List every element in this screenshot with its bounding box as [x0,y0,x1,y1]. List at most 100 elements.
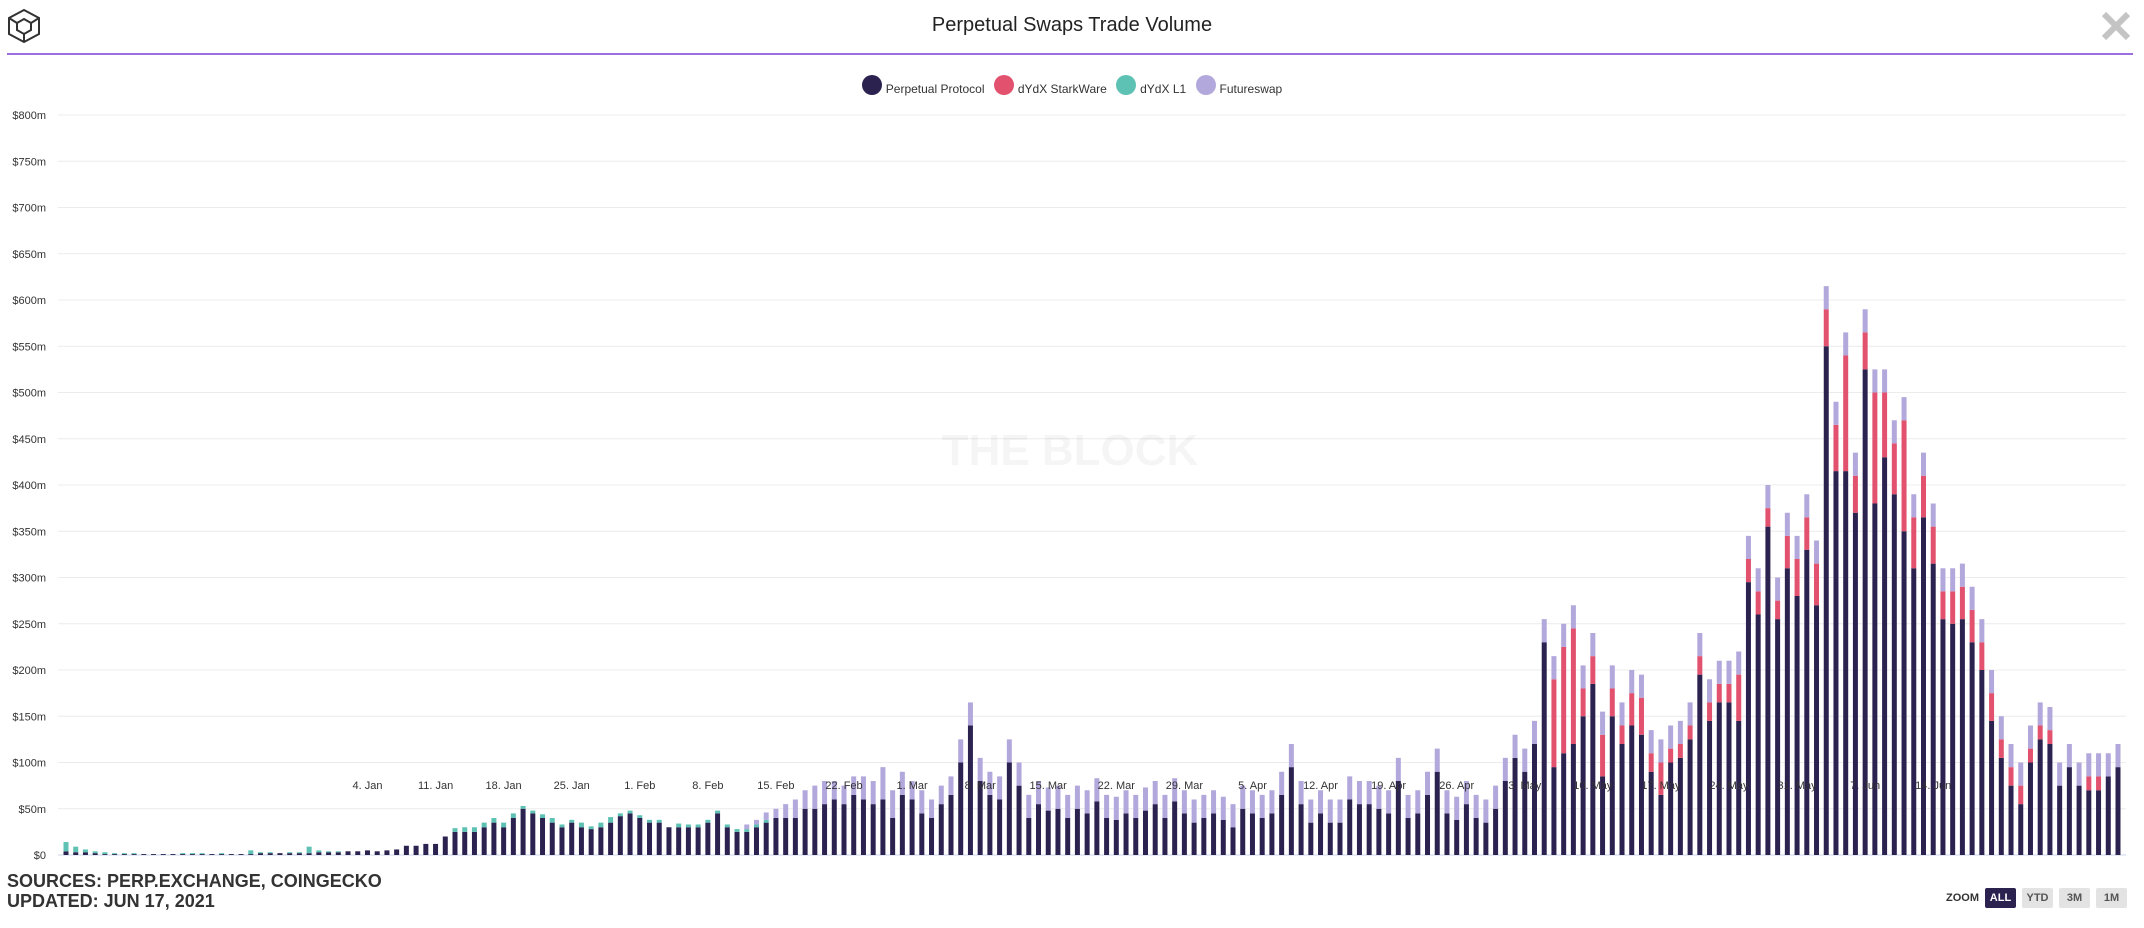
bar-segment [1998,739,2004,758]
bar-segment [1979,642,1985,670]
bar-segment [1911,568,1917,855]
bar-segment [773,818,779,855]
bar-segment [1249,813,1255,856]
chart-title: Perpetual Swaps Trade Volume [931,14,1213,36]
bar-segment [102,854,108,855]
bar-segment [491,818,497,823]
bar-segment [1113,796,1119,820]
bar-segment [1454,819,1460,855]
zoom-3m-button[interactable]: 3M [2059,888,2090,908]
bar-segment [1580,716,1586,855]
bar-segment [1425,794,1431,856]
the-block-logo-icon[interactable] [7,8,41,44]
chart-legend: Perpetual Protocol dYdX StarkWare dYdX L… [0,75,2144,98]
bar-segment [919,790,925,814]
bar-segment [442,836,448,855]
bar-segment [141,854,147,855]
bar-segment [335,852,341,855]
bar-segment [1668,748,1674,763]
bar-segment [1784,512,1790,536]
bar-segment [715,810,721,814]
bar-segment [1629,725,1635,855]
bar-segment [1259,818,1265,855]
bar-segment [1804,549,1810,855]
bar-segment [1347,776,1353,800]
bar-segment [1084,790,1090,814]
bar-segment [1026,794,1032,819]
bar-segment [1736,674,1742,721]
legend-item-perpetual-protocol[interactable]: Perpetual Protocol [861,75,985,96]
bar-segment [1454,796,1460,820]
bar-segment [1755,591,1761,615]
bar-segment [82,852,88,855]
bar-segment [831,781,837,800]
bar-segment [2027,725,2033,749]
zoom-ytd-button[interactable]: YTD [2022,888,2053,908]
x-tick-label: 5. Apr [1238,780,1267,792]
bar-segment [1989,720,1995,856]
bar-segment [822,781,828,805]
bar-segment [1969,642,1975,855]
bar-segment [1590,683,1596,856]
bar-segment [2066,767,2072,856]
bar-segment [1483,799,1489,823]
bar-segment [1600,734,1606,777]
bar-segment [656,819,662,823]
bar-segment [2057,785,2063,856]
bar-segment [131,854,137,855]
bar-segment [890,790,896,818]
bar-segment [578,822,584,828]
bar-segment [1016,785,1022,856]
bar-segment [530,813,536,856]
bar-segment [403,845,409,855]
bar-segment [695,827,701,855]
chart-header: Perpetual Swaps Trade Volume [0,0,2144,56]
bar-segment [938,785,944,805]
bar-segment [1074,785,1080,809]
bar-segment [1512,757,1518,856]
bar-segment [462,831,468,856]
bar-segment [1677,720,1683,745]
bar-segment [870,781,876,805]
bar-segment [1775,600,1781,620]
bar-segment [1940,591,1946,620]
close-icon[interactable] [2098,8,2134,44]
zoom-all-button[interactable]: ALL [1985,888,2016,908]
bar-segment [160,854,166,855]
bar-segment [1580,665,1586,689]
bar-segment [423,843,429,855]
bar-segment [1142,810,1148,855]
legend-item-dydx-starkware[interactable]: dYdX StarkWare [993,75,1107,96]
bar-segment [1434,771,1440,855]
bar-segment [1814,605,1820,855]
bar-segment [1405,818,1411,855]
bar-segment [131,853,137,855]
zoom-1m-button[interactable]: 1M [2096,888,2127,908]
bar-segment [82,849,88,853]
bar-segment [588,826,594,830]
bar-segment [1959,563,1965,587]
bar-segment [802,808,808,855]
bar-segment [1794,596,1800,855]
bar-segment [1006,762,1012,855]
bar-segment [744,829,750,832]
x-tick-label: 15. Feb [757,780,794,792]
bar-segment [724,824,730,828]
bar-segment [1376,785,1382,809]
bar-segment [1707,702,1713,721]
bar-segment [860,799,866,855]
bar-segment [1950,568,1956,592]
bar-segment [753,827,759,855]
bar-segment [1308,799,1314,823]
bar-segment [1104,818,1110,855]
bar-segment [1609,716,1615,855]
bar-segment [948,794,954,856]
bar-segment [1862,332,1868,370]
bar-segment [851,794,857,856]
legend-item-dydx-l1[interactable]: dYdX L1 [1116,75,1186,96]
bar-segment [666,827,672,855]
bar-segment [2037,702,2043,726]
legend-item-futureswap[interactable]: Futureswap [1195,75,1282,96]
bar-segment [637,815,643,818]
bar-segment [2096,790,2102,855]
